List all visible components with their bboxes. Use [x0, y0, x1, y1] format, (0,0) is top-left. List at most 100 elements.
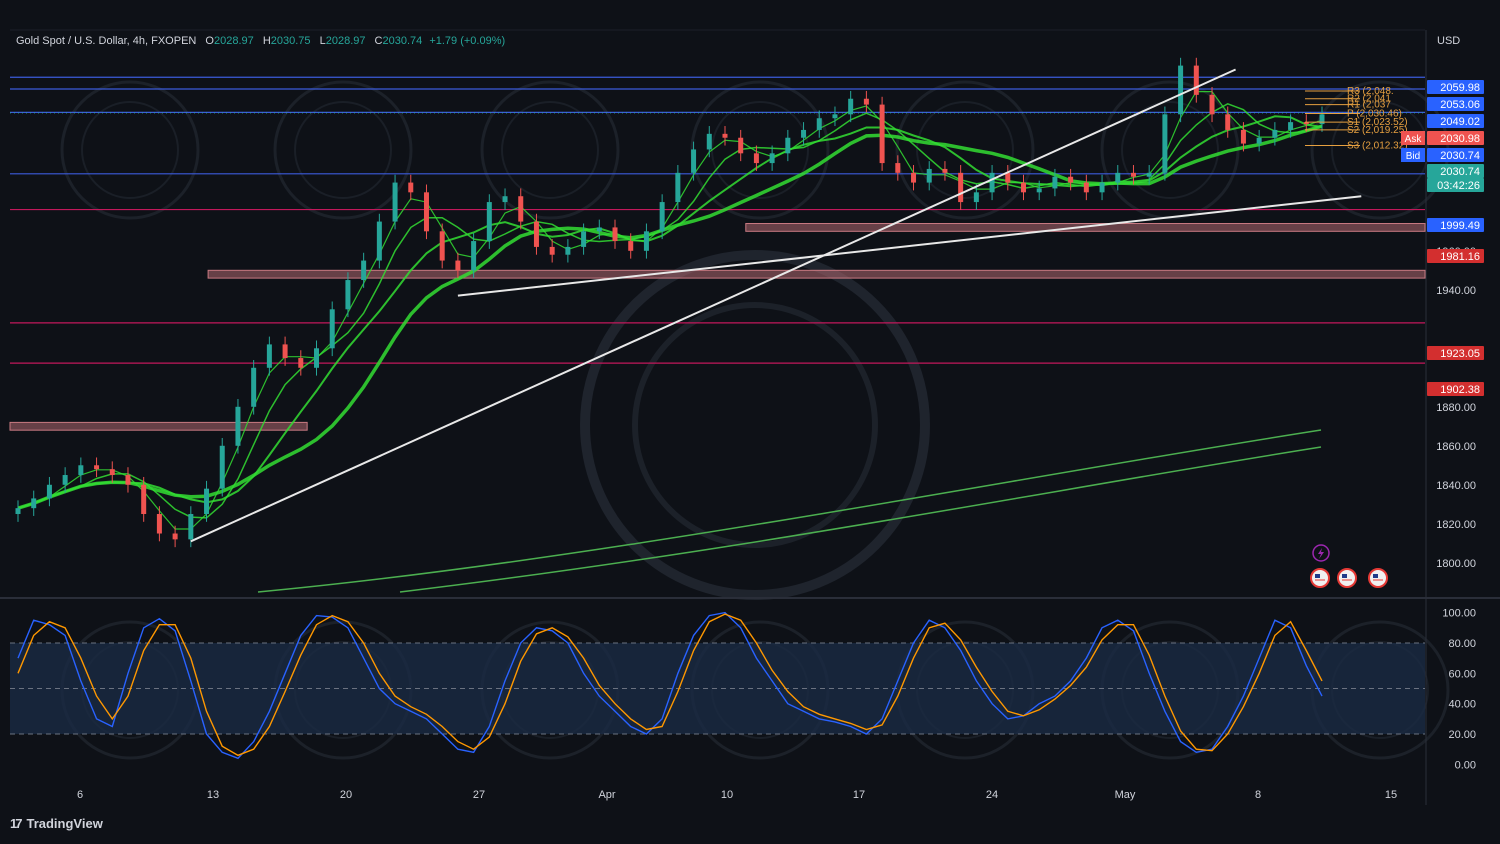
price-label-box	[1427, 382, 1484, 396]
candle-body	[15, 508, 21, 515]
price-label-text: 1999.49	[1440, 220, 1480, 232]
stochastic-pane[interactable]: 100.00 80.00 60.00 40.00 20.00 0.00	[10, 608, 1476, 772]
candle-body	[612, 227, 618, 242]
trendlines[interactable]	[190, 68, 1362, 543]
high-label: H	[262, 35, 271, 47]
trendline	[457, 195, 1362, 297]
candle-body	[502, 196, 508, 203]
moving-average-line	[17, 124, 1323, 510]
time-tick-label: 8	[1255, 789, 1261, 801]
price-label-text: 2049.02	[1440, 116, 1480, 128]
candle-body	[628, 241, 634, 251]
watermark-circle	[580, 250, 930, 600]
price-label-box	[1427, 178, 1484, 192]
price-label-text: 2030.74	[1440, 150, 1480, 162]
candle-body	[753, 153, 759, 164]
pivot-label: S1 (2,023.52)	[1347, 117, 1408, 128]
candle-body	[706, 133, 712, 150]
candle-body	[172, 533, 178, 540]
stochastic-d-line	[17, 613, 1323, 757]
candle-body	[188, 514, 194, 540]
pivot-label: S2 (2,019.25)	[1347, 125, 1408, 136]
candle-body	[549, 246, 555, 255]
low-value: 2028.97	[325, 35, 366, 47]
open-label: O	[205, 35, 214, 47]
watermark-circle	[294, 101, 392, 199]
open-value: 2028.97	[213, 35, 254, 47]
support-zone	[9, 421, 308, 431]
symbol-legend: Gold Spot / U.S. Dollar, 4h, FXOPEN O202…	[16, 35, 505, 47]
tradingview-logo[interactable]: 17 TradingView	[10, 816, 103, 831]
price-label-text: 1923.05	[1440, 348, 1480, 360]
candle-body	[455, 260, 461, 271]
candle-body	[423, 192, 429, 232]
candle-body	[1005, 172, 1011, 183]
lightning-icon	[1312, 544, 1330, 562]
candle-body	[314, 348, 320, 368]
price-axis[interactable]: 1800.00 1820.00 1840.00 1860.00 1880.00 1940.…	[1436, 246, 1476, 570]
high-value: 2030.75	[270, 35, 311, 47]
price-tick-label: 1940.00	[1436, 285, 1476, 297]
candle-body	[392, 182, 398, 222]
candle-body	[471, 241, 477, 271]
pivot-label: R2 (2,041	[1347, 94, 1391, 105]
candle-body	[1146, 172, 1152, 177]
candle-body	[345, 280, 351, 310]
oscillator-tick-label: 40.00	[1448, 699, 1476, 711]
price-label-box	[1427, 164, 1484, 178]
candle-body	[958, 172, 964, 203]
candle-body	[46, 484, 52, 499]
candle-body	[408, 182, 414, 193]
price-tick-label: 1800.00	[1436, 558, 1476, 570]
candle-body	[329, 309, 335, 349]
oscillator-tick-label: 0.00	[1455, 759, 1476, 771]
candles[interactable]	[15, 57, 1325, 548]
candle-body	[1272, 129, 1278, 138]
candle-body	[156, 514, 162, 534]
candle-body	[361, 260, 367, 281]
close-value: 2030.74	[382, 35, 423, 47]
watermark-circle	[501, 101, 599, 199]
oscillator-band	[10, 642, 1425, 735]
price-label-box	[1427, 97, 1484, 111]
candle-body	[298, 358, 304, 368]
watermark-circle	[60, 80, 200, 220]
close-label: C	[374, 35, 383, 47]
time-tick-label: 27	[473, 789, 485, 801]
candle-body	[643, 231, 649, 251]
candle-body	[78, 465, 84, 476]
time-axis[interactable]: 6 13 20 27 Apr 10 17 24 May 8 15	[77, 789, 1397, 801]
candle-body	[251, 367, 257, 407]
pivot-label: R1 (2,037	[1347, 100, 1391, 111]
candle-body	[266, 344, 272, 368]
candle-body	[1193, 65, 1199, 95]
watermark-circle	[81, 101, 179, 199]
event-icons[interactable]	[1310, 544, 1388, 588]
candle-body	[691, 149, 697, 173]
watermark-circle	[480, 80, 620, 220]
candle-body	[1162, 114, 1168, 173]
price-tick-label: 1860.00	[1436, 441, 1476, 453]
pivot-label: P (2,030.46)	[1347, 108, 1402, 119]
watermark-circle	[895, 80, 1035, 220]
candle-body	[1020, 182, 1026, 193]
candle-body	[1178, 65, 1184, 115]
time-tick-label: 15	[1385, 789, 1397, 801]
time-tick-label: 6	[77, 789, 83, 801]
price-label-text: 03:42:26	[1437, 180, 1480, 192]
price-tag-text: Bid	[1406, 151, 1420, 162]
lightning-icon	[1318, 548, 1324, 559]
time-tick-label: May	[1115, 789, 1136, 801]
candle-body	[1130, 172, 1136, 177]
candle-body	[879, 104, 885, 164]
price-label-text: 2059.98	[1440, 82, 1480, 94]
currency-label: USD	[1437, 35, 1461, 47]
price-tag-box	[1401, 148, 1425, 162]
candle-body	[1036, 188, 1042, 193]
candle-body	[989, 172, 995, 193]
time-tick-label: 24	[986, 789, 998, 801]
price-labels: 2059.98 2053.06 2049.02 2030.98 Ask 2030.74 Bi…	[1401, 80, 1484, 396]
candle-body	[1068, 176, 1074, 183]
symbol-title: Gold Spot / U.S. Dollar, 4h, FXOPEN	[16, 35, 197, 47]
